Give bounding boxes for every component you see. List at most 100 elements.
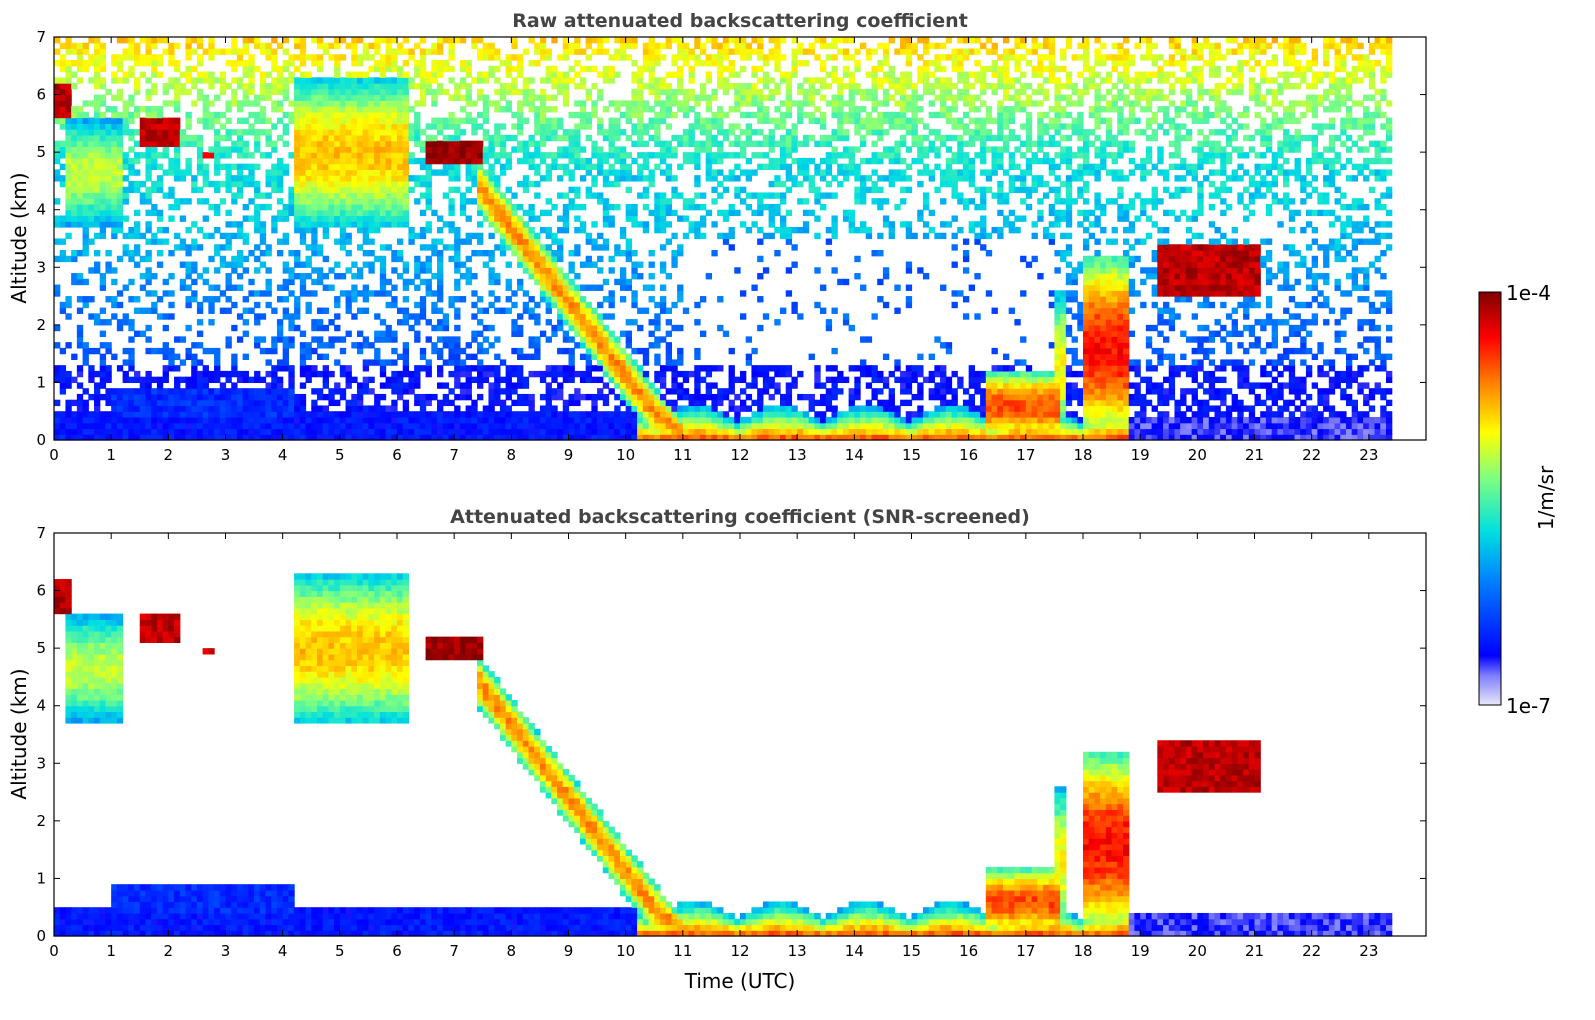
heatmap-cell bbox=[254, 255, 261, 263]
heatmap-cell bbox=[122, 250, 129, 257]
heatmap-cell bbox=[116, 203, 124, 211]
heatmap-cell bbox=[631, 388, 638, 395]
heatmap-cell bbox=[202, 100, 209, 107]
heatmap-cell bbox=[534, 180, 541, 188]
heatmap-cell bbox=[71, 215, 78, 222]
heatmap-cell bbox=[122, 388, 129, 395]
heatmap-cell bbox=[597, 393, 604, 401]
heatmap-cell bbox=[65, 169, 72, 176]
heatmap-cell bbox=[316, 100, 324, 107]
heatmap-cell bbox=[214, 416, 221, 424]
heatmap-cell bbox=[191, 422, 198, 430]
heatmap-cell bbox=[448, 416, 455, 424]
heatmap-cell bbox=[225, 175, 232, 182]
heatmap-cell bbox=[511, 382, 518, 389]
heatmap-cell bbox=[111, 77, 118, 84]
heatmap-cell bbox=[511, 111, 518, 119]
heatmap-cell bbox=[751, 399, 758, 407]
heatmap-cell bbox=[196, 422, 204, 430]
heatmap-cell bbox=[677, 71, 684, 78]
heatmap-cell bbox=[511, 77, 518, 84]
heatmap-cell bbox=[648, 134, 655, 142]
heatmap-cell bbox=[236, 100, 244, 107]
heatmap-cell bbox=[414, 83, 421, 90]
heatmap-cell bbox=[694, 146, 701, 153]
heatmap-cell bbox=[722, 422, 730, 430]
heatmap-cell bbox=[557, 393, 564, 401]
heatmap-cell bbox=[659, 399, 667, 407]
heatmap-cell bbox=[585, 37, 592, 44]
heatmap-cell bbox=[162, 347, 169, 355]
heatmap-cell bbox=[271, 123, 278, 130]
heatmap-cell bbox=[517, 324, 524, 332]
heatmap-cell bbox=[562, 192, 570, 199]
heatmap-cell bbox=[322, 163, 329, 171]
heatmap-cell bbox=[654, 434, 661, 441]
heatmap-cell bbox=[151, 411, 158, 418]
heatmap-cell bbox=[76, 416, 84, 424]
heatmap-cell bbox=[511, 232, 518, 240]
heatmap-cell bbox=[379, 157, 387, 165]
heatmap-cell bbox=[128, 169, 135, 176]
heatmap-cell bbox=[334, 37, 341, 44]
heatmap-cell bbox=[219, 411, 227, 418]
heatmap-cell bbox=[471, 353, 478, 360]
heatmap-cell bbox=[488, 370, 495, 378]
heatmap-cell bbox=[316, 106, 324, 113]
heatmap-cell bbox=[454, 169, 461, 176]
heatmap-cell bbox=[288, 370, 295, 378]
heatmap-cell bbox=[391, 134, 398, 142]
heatmap-cell bbox=[711, 175, 718, 182]
heatmap-cell bbox=[614, 336, 621, 343]
heatmap-cell bbox=[562, 42, 570, 50]
heatmap-cell bbox=[494, 88, 501, 96]
heatmap-cell bbox=[339, 416, 347, 424]
heatmap-cell bbox=[619, 175, 627, 182]
heatmap-cell bbox=[631, 209, 638, 217]
heatmap-cell bbox=[414, 319, 421, 326]
heatmap-cell bbox=[751, 192, 758, 199]
heatmap-cell bbox=[311, 129, 318, 136]
heatmap-cell bbox=[414, 336, 421, 343]
heatmap-cell bbox=[717, 434, 724, 441]
heatmap-cell bbox=[694, 175, 701, 182]
heatmap-cell bbox=[425, 434, 432, 441]
heatmap-cell bbox=[539, 376, 547, 384]
heatmap-cell bbox=[305, 422, 312, 430]
heatmap-cell bbox=[614, 54, 621, 61]
heatmap-cell bbox=[402, 88, 410, 96]
heatmap-cell bbox=[505, 106, 512, 113]
heatmap-cell bbox=[482, 365, 490, 372]
heatmap-cell bbox=[717, 117, 724, 124]
heatmap-cell bbox=[134, 88, 141, 96]
heatmap-cell bbox=[242, 307, 249, 314]
heatmap-cell bbox=[334, 434, 341, 441]
heatmap-cell bbox=[551, 330, 558, 337]
heatmap-cell bbox=[105, 399, 112, 407]
heatmap-cell bbox=[99, 192, 107, 199]
heatmap-cell bbox=[254, 111, 261, 119]
heatmap-cell bbox=[379, 117, 387, 124]
heatmap-cell bbox=[397, 209, 404, 217]
heatmap-cell bbox=[677, 48, 684, 55]
heatmap-cell bbox=[745, 100, 753, 107]
heatmap-cell bbox=[768, 54, 775, 61]
heatmap-cell bbox=[356, 152, 364, 159]
heatmap-cell bbox=[734, 163, 741, 171]
heatmap-cell bbox=[602, 422, 610, 430]
heatmap-cell bbox=[568, 393, 575, 401]
heatmap-cell bbox=[139, 411, 147, 418]
heatmap-cell bbox=[242, 238, 249, 245]
heatmap-cell bbox=[642, 393, 650, 401]
heatmap-cell bbox=[454, 94, 461, 101]
heatmap-cell bbox=[717, 60, 724, 67]
heatmap-cell bbox=[54, 37, 61, 44]
heatmap-cell bbox=[705, 382, 713, 389]
heatmap-cell bbox=[174, 416, 181, 424]
heatmap-cell bbox=[557, 88, 564, 96]
heatmap-cell bbox=[602, 37, 610, 44]
heatmap-cell bbox=[185, 399, 192, 407]
heatmap-cell bbox=[185, 140, 192, 147]
heatmap-cell bbox=[722, 65, 730, 73]
heatmap-cell bbox=[579, 83, 587, 90]
